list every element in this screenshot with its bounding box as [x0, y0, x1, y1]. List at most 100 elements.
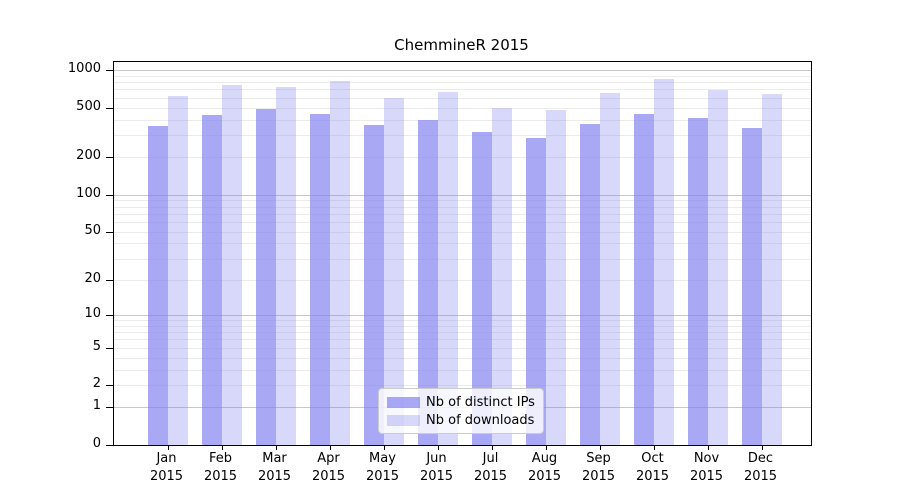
- gridline-minor: [114, 258, 811, 260]
- bar-distinct-ips-apr: [309, 113, 330, 445]
- bar-distinct-ips-feb: [201, 114, 222, 445]
- bar-downloads-nov: [707, 90, 728, 445]
- x-tick-may: [383, 445, 385, 450]
- x-tick-label-dec: Dec 2015: [743, 451, 778, 484]
- bar-distinct-ips-may: [363, 125, 384, 445]
- bar-downloads-may: [383, 97, 404, 445]
- chart-title: ChemmineR 2015: [394, 36, 529, 54]
- gridline-minor: [114, 221, 811, 223]
- bar-downloads-apr: [329, 81, 350, 445]
- x-tick-label-feb: Feb 2015: [203, 451, 238, 484]
- legend-label-downloads: Nb of downloads: [426, 412, 535, 428]
- gridline-minor: [114, 75, 811, 77]
- legend-item-distinct-ips: Nb of distinct IPs: [387, 395, 535, 410]
- x-tick-nov: [707, 445, 709, 450]
- y-tick-200: [106, 157, 114, 159]
- bar-downloads-feb: [221, 84, 242, 445]
- x-tick-label-apr: Apr 2015: [311, 451, 346, 484]
- x-tick-label-may: May 2015: [365, 451, 400, 484]
- legend-swatch-downloads: [387, 414, 420, 426]
- bar-distinct-ips-nov: [687, 117, 708, 445]
- gridline-minor: [114, 279, 811, 281]
- y-tick-10: [106, 314, 114, 316]
- gridline-minor: [114, 385, 811, 387]
- gridline-minor: [114, 135, 811, 137]
- bar-distinct-ips-oct: [633, 113, 654, 445]
- y-tick-1: [106, 407, 114, 409]
- y-tick-label-1: 1: [92, 398, 101, 414]
- y-tick-500: [106, 107, 114, 109]
- bar-distinct-ips-jun: [417, 119, 438, 445]
- legend: Nb of distinct IPs Nb of downloads: [378, 388, 544, 434]
- gridline-minor: [114, 320, 811, 321]
- y-tick-label-0: 0: [92, 436, 101, 451]
- x-tick-jul: [491, 445, 493, 450]
- y-tick-label-10: 10: [84, 305, 101, 321]
- gridline-minor: [114, 107, 811, 109]
- y-tick-2: [106, 385, 114, 387]
- bar-downloads-oct: [653, 78, 674, 445]
- gridline-minor: [114, 243, 811, 245]
- x-tick-sep: [599, 445, 601, 450]
- gridline-minor: [114, 357, 811, 359]
- gridline-minor: [114, 332, 811, 334]
- x-tick-label-mar: Mar 2015: [257, 451, 292, 484]
- bar-downloads-jan: [167, 95, 188, 445]
- y-tick-label-100: 100: [76, 185, 101, 201]
- gridline-minor: [114, 369, 811, 371]
- x-tick-label-jul: Jul 2015: [473, 451, 508, 484]
- gridline-minor: [114, 82, 811, 84]
- gridline-minor: [114, 157, 811, 159]
- y-tick-label-500: 500: [76, 98, 101, 114]
- y-tick-label-1000: 1000: [67, 61, 101, 76]
- x-tick-feb: [221, 445, 223, 450]
- bar-distinct-ips-jan: [147, 126, 168, 445]
- gridline-minor: [114, 119, 811, 121]
- bar-distinct-ips-aug: [525, 138, 546, 445]
- y-tick-5: [106, 347, 114, 349]
- bar-distinct-ips-jul: [471, 131, 492, 445]
- bar-distinct-ips-dec: [741, 128, 762, 445]
- y-tick-100: [106, 194, 114, 196]
- bar-downloads-dec: [761, 94, 782, 445]
- y-tick-50: [106, 231, 114, 233]
- bar-downloads-aug: [545, 110, 566, 445]
- x-tick-oct: [653, 445, 655, 450]
- bar-distinct-ips-mar: [255, 109, 276, 445]
- x-tick-label-sep: Sep 2015: [581, 451, 616, 484]
- gridline-minor: [114, 347, 811, 349]
- legend-swatch-distinct-ips: [387, 396, 420, 408]
- legend-label-distinct-ips: Nb of distinct IPs: [426, 394, 535, 410]
- x-tick-label-oct: Oct 2015: [635, 451, 670, 484]
- y-tick-label-200: 200: [76, 148, 101, 164]
- x-tick-dec: [761, 445, 763, 450]
- gridline-minor: [114, 97, 811, 99]
- y-tick-label-50: 50: [84, 222, 101, 238]
- y-tick-1000: [106, 70, 114, 71]
- gridline-minor: [114, 89, 811, 91]
- x-tick-jan: [167, 445, 169, 450]
- y-tick-label-20: 20: [84, 270, 101, 286]
- gridline-minor: [114, 325, 811, 327]
- y-tick-label-5: 5: [92, 338, 101, 354]
- x-tick-label-jun: Jun 2015: [419, 451, 454, 484]
- bar-distinct-ips-sep: [579, 123, 600, 445]
- gridline-minor: [114, 213, 811, 215]
- gridline-minor: [114, 206, 811, 208]
- x-tick-mar: [275, 445, 277, 450]
- bar-downloads-sep: [599, 92, 620, 445]
- x-tick-jun: [437, 445, 439, 450]
- x-tick-apr: [329, 445, 331, 450]
- gridline-major: [114, 194, 811, 196]
- gridline-minor: [114, 339, 811, 341]
- y-tick-20: [106, 279, 114, 281]
- x-tick-label-aug: Aug 2015: [527, 451, 562, 484]
- bar-downloads-jul: [491, 108, 512, 445]
- x-tick-aug: [545, 445, 547, 450]
- gridline-major: [114, 70, 811, 71]
- gridline-major: [114, 314, 811, 316]
- gridline-minor: [114, 200, 811, 202]
- bar-downloads-mar: [275, 86, 296, 445]
- gridline-minor: [114, 231, 811, 233]
- x-tick-label-jan: Jan 2015: [149, 451, 184, 484]
